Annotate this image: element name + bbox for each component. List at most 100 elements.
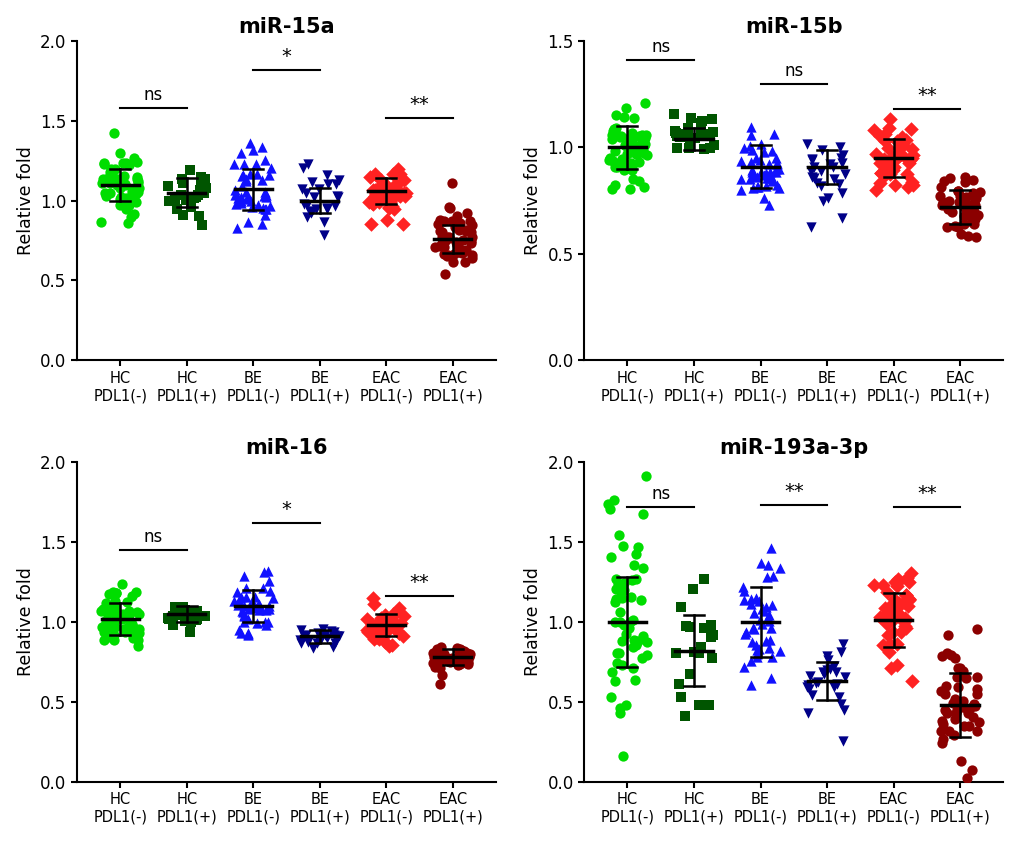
Point	[433, 651, 449, 664]
Point	[889, 658, 905, 671]
Point	[194, 219, 210, 232]
Point	[174, 177, 191, 190]
Point	[115, 156, 131, 170]
Point	[459, 656, 475, 669]
Point	[96, 619, 112, 632]
Text: ns: ns	[144, 528, 163, 546]
Point	[616, 138, 633, 151]
Point	[365, 620, 381, 633]
Point	[379, 214, 395, 227]
Point	[763, 650, 780, 664]
Point	[96, 626, 112, 639]
Point	[189, 611, 205, 625]
Point	[624, 640, 640, 653]
Point	[896, 619, 912, 632]
Point	[938, 706, 955, 720]
Point	[936, 687, 953, 701]
Point	[452, 651, 469, 664]
Point	[940, 628, 956, 642]
Point	[391, 167, 408, 181]
Point	[867, 147, 883, 161]
Point	[890, 596, 906, 610]
Point	[608, 647, 625, 660]
Point	[376, 608, 392, 621]
Point	[371, 196, 387, 209]
Point	[121, 158, 138, 172]
Point	[613, 155, 630, 168]
Point	[451, 643, 468, 656]
Point	[445, 247, 462, 261]
Point	[367, 190, 383, 204]
Point	[763, 144, 780, 157]
Point	[610, 647, 627, 660]
Point	[326, 637, 342, 650]
Point	[107, 586, 123, 600]
Point	[93, 215, 109, 229]
Point	[233, 605, 250, 618]
Point	[102, 605, 118, 618]
Point	[736, 627, 752, 640]
Point	[368, 188, 384, 201]
Point	[747, 151, 763, 165]
Point	[385, 179, 401, 193]
Point	[957, 190, 973, 204]
Point	[118, 203, 135, 216]
Point	[613, 634, 630, 648]
Point	[601, 151, 618, 164]
Point	[243, 194, 259, 208]
Point	[443, 652, 460, 665]
Point	[602, 551, 619, 564]
Point	[960, 720, 976, 733]
Point	[899, 571, 915, 584]
Point	[803, 152, 819, 166]
Point	[950, 196, 966, 209]
Point	[833, 211, 849, 225]
Point	[124, 632, 141, 645]
Point	[375, 615, 391, 628]
Point	[127, 584, 144, 598]
Point	[238, 192, 255, 205]
Point	[129, 174, 146, 188]
Point	[112, 193, 128, 207]
Point	[745, 170, 761, 183]
Point	[743, 163, 759, 177]
Point	[628, 547, 644, 561]
Point	[618, 101, 634, 114]
Point	[452, 651, 469, 664]
Point	[257, 615, 273, 628]
Point	[366, 189, 382, 203]
Point	[384, 609, 400, 622]
Point	[428, 650, 444, 664]
Point	[327, 630, 343, 643]
Point	[181, 625, 198, 638]
Point	[254, 140, 270, 153]
Point	[827, 677, 844, 690]
Point	[462, 214, 478, 228]
Point	[454, 654, 471, 668]
Point	[667, 130, 684, 143]
Point	[604, 154, 621, 167]
Point	[963, 215, 979, 229]
Text: *: *	[281, 47, 291, 66]
Point	[667, 646, 684, 659]
Point	[225, 594, 242, 607]
Point	[624, 127, 640, 140]
Point	[130, 185, 147, 198]
Point	[98, 613, 114, 627]
Point	[809, 675, 825, 689]
Point	[890, 606, 906, 620]
Point	[463, 236, 479, 250]
Point	[454, 233, 471, 246]
Text: ns: ns	[650, 39, 669, 56]
Point	[615, 583, 632, 596]
Point	[385, 203, 401, 216]
Point	[177, 615, 194, 628]
Point	[394, 629, 411, 643]
Point	[638, 148, 654, 161]
Point	[257, 153, 273, 167]
Point	[130, 621, 147, 635]
Point	[187, 190, 204, 204]
Point	[686, 131, 702, 145]
Point	[932, 198, 949, 211]
Point	[390, 627, 407, 640]
